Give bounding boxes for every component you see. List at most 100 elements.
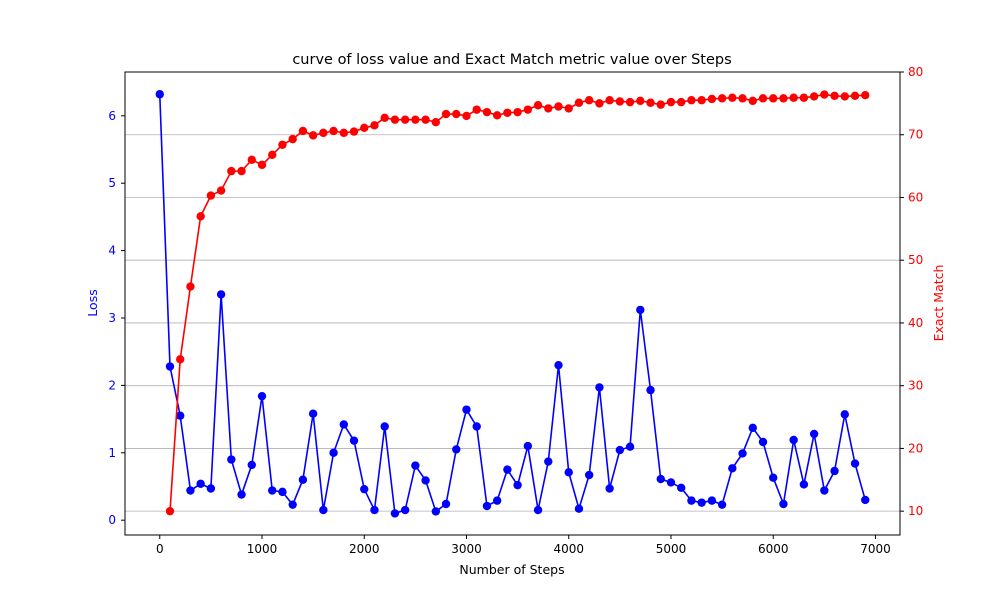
- exact-match-point: [830, 91, 839, 101]
- y-left-tick-label: 1: [108, 446, 116, 460]
- loss-point: [677, 483, 686, 493]
- loss-point: [165, 362, 175, 371]
- loss-point: [523, 441, 533, 451]
- exact-match-point: [298, 126, 308, 136]
- loss-point: [728, 464, 737, 473]
- exact-match-point: [523, 105, 533, 114]
- exact-match-point: [687, 96, 696, 105]
- exact-match-point: [237, 166, 246, 176]
- loss-point: [390, 509, 400, 518]
- loss-point: [349, 436, 359, 445]
- y-left-tick-label: 6: [108, 109, 116, 123]
- loss-point: [482, 501, 492, 511]
- exact-match-point: [820, 90, 829, 99]
- loss-point: [850, 459, 860, 468]
- loss-point: [748, 423, 757, 433]
- exact-match-point: [165, 506, 175, 516]
- loss-point: [206, 484, 216, 493]
- y-left-tick-label: 5: [108, 176, 116, 190]
- x-axis-label: Number of Steps: [459, 562, 564, 577]
- loss-point: [319, 505, 328, 515]
- exact-match-point: [452, 109, 461, 119]
- x-tick-label: 5000: [656, 542, 687, 556]
- x-tick-label: 3000: [451, 542, 482, 556]
- exact-match-point: [717, 94, 727, 103]
- x-tick-label: 6000: [758, 542, 789, 556]
- loss-point: [421, 476, 430, 485]
- exact-match-point: [625, 97, 635, 107]
- exact-match-point: [339, 128, 348, 138]
- y-axis-label-left: Loss: [85, 289, 100, 316]
- exact-match-point: [441, 109, 451, 119]
- exact-match-point: [329, 126, 338, 136]
- loss-point: [216, 290, 226, 299]
- loss-point: [636, 305, 645, 315]
- x-tick-label: 0: [156, 542, 164, 556]
- loss-point: [400, 505, 410, 515]
- exact-match-point: [206, 191, 216, 200]
- loss-point: [769, 473, 778, 482]
- loss-point: [462, 405, 471, 414]
- loss-point: [738, 449, 747, 458]
- loss-point: [155, 90, 164, 99]
- exact-match-point: [564, 104, 573, 113]
- loss-point: [196, 479, 205, 488]
- loss-point: [625, 442, 635, 451]
- exact-match-point: [779, 94, 788, 103]
- y-right-tick-label: 60: [908, 190, 923, 204]
- loss-point: [411, 461, 420, 470]
- loss-point: [441, 499, 451, 509]
- loss-point: [605, 484, 614, 493]
- exact-match-point: [584, 96, 594, 105]
- loss-line: [158, 94, 867, 515]
- loss-point: [717, 500, 727, 509]
- loss-point: [779, 499, 788, 509]
- loss-point: [584, 470, 594, 480]
- exact-match-point: [707, 94, 717, 104]
- loss-point: [380, 422, 389, 431]
- chart-title: curve of loss value and Exact Match metr…: [292, 52, 731, 68]
- loss-point: [544, 457, 553, 466]
- y-axis-label-right: Exact Match: [931, 265, 946, 342]
- loss-point: [431, 507, 441, 516]
- exact-match-point: [360, 123, 369, 133]
- loss-point: [503, 465, 512, 474]
- y-left-tick-label: 2: [108, 378, 116, 392]
- exact-match-point: [748, 96, 757, 106]
- loss-point: [247, 460, 256, 470]
- loss-point: [452, 445, 461, 454]
- exact-match-point: [677, 97, 686, 107]
- loss-point: [513, 480, 522, 490]
- y-right-tick-label: 70: [908, 128, 923, 142]
- exact-match-point: [268, 150, 277, 160]
- exact-match-point: [503, 108, 512, 117]
- loss-point: [298, 475, 308, 484]
- loss-point: [492, 496, 502, 505]
- exact-match-point: [278, 140, 287, 149]
- exact-match-point: [738, 94, 747, 103]
- loss-point: [595, 383, 604, 392]
- y-left-tick-label: 0: [108, 513, 116, 527]
- exact-match-point: [186, 282, 195, 291]
- exact-match-point: [636, 96, 645, 106]
- y-right-tick-label: 20: [908, 441, 923, 455]
- x-tick-label: 7000: [860, 542, 891, 556]
- exact-match-point: [605, 96, 614, 105]
- exact-match-point: [400, 115, 410, 124]
- loss-point: [646, 385, 655, 395]
- loss-point: [554, 360, 563, 370]
- exact-match-point: [349, 127, 359, 136]
- exact-match-point: [216, 186, 226, 195]
- loss-point: [329, 448, 338, 457]
- loss-point: [186, 486, 195, 495]
- loss-point: [707, 496, 717, 505]
- exact-match-point: [482, 107, 492, 117]
- loss-point: [697, 498, 706, 507]
- y-right-tick-label: 40: [908, 316, 923, 330]
- exact-match-point: [288, 134, 297, 144]
- loss-point: [339, 420, 348, 429]
- exact-match-point: [728, 93, 737, 102]
- exact-match-point: [370, 121, 379, 130]
- x-tick-label: 4000: [553, 542, 584, 556]
- loss-point: [687, 496, 696, 505]
